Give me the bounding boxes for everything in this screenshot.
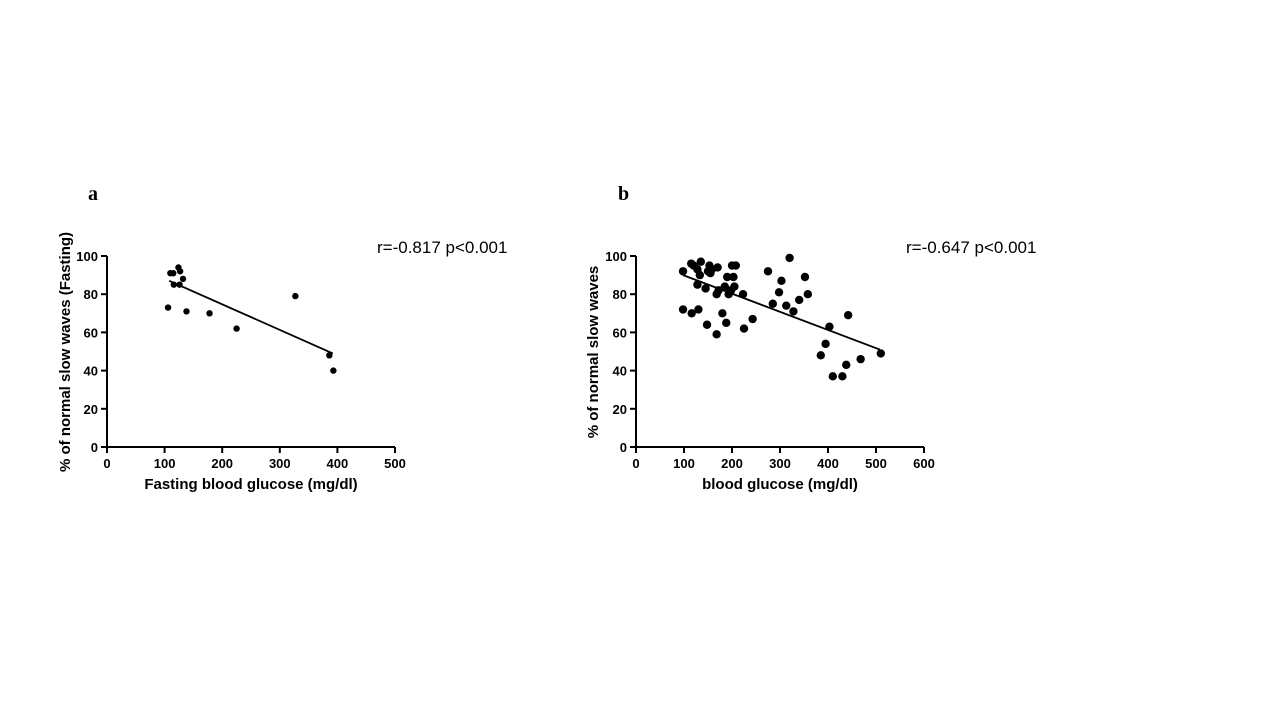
panel-b-data-point [789,307,798,316]
panel-b-ticks: 0 100 200 300 400 500 600 0 20 40 60 80 100 [605,249,935,471]
panel-a-trend [168,280,334,355]
panel-a-data-point [292,292,299,300]
panel-a-x-axis-title: Fasting blood glucose (mg/dl) [144,476,357,493]
panel-a-data-point [206,310,213,317]
panel-a-y-tick-label: 0 [91,440,98,455]
panel-a-x-tick-label: 200 [211,456,233,471]
panel-b-y-tick-label: 0 [620,440,627,455]
panel-b-data-point [828,372,837,381]
panel-b-data-point [694,305,703,314]
panel-b-data-point [713,263,722,272]
panel-b-y-tick-label: 60 [613,325,627,340]
panel-a-x-tick-label: 300 [269,456,291,471]
panel-a-data-point [330,367,337,374]
panel-a-data-point [183,308,190,315]
panel-b-y-axis-title: % of normal slow waves [585,266,602,439]
panel-b-data-point [825,322,834,331]
panel-b-points [678,253,885,381]
panel-b-x-axis-title: blood glucose (mg/dl) [702,476,858,493]
panel-b-data-point [729,272,738,282]
panel-b-data-point [678,305,688,314]
panel-b-data-point [782,301,791,310]
panel-a-data-point [170,281,178,288]
panel-b-data-point [876,349,885,358]
panel-b-data-point [720,282,729,291]
panel-b-data-point [712,330,721,339]
panel-a-x-tick-label: 100 [154,456,176,471]
panel-b-data-point [842,360,851,370]
panel-b-x-tick-label: 600 [913,456,935,471]
panel-b-data-point [777,276,786,286]
panel-a-axes [106,256,395,448]
panel-a-y-axis-title: % of normal slow waves (Fasting) [57,232,74,472]
panel-a-ticks: 0 100 200 300 400 500 0 20 40 60 80 100 [76,249,406,471]
panel-b-data-point [678,267,688,276]
panel-a-y-tick-label: 60 [84,325,98,340]
panel-b-data-point [856,354,865,364]
panel-a-y-tick-label: 20 [84,402,98,417]
panel-b-data-point [702,320,712,329]
panel-b-data-point [695,270,705,280]
panel-b-data-point [738,290,748,299]
panel-b-data-point [763,267,773,276]
panel-b-x-tick-label: 300 [769,456,791,471]
panel-b-correlation-annotation: r=-0.647 p<0.001 [906,238,1036,257]
panel-a-y-tick-label: 100 [76,249,98,264]
panel-a-data-point [164,304,172,311]
panel-a-y-tick-label: 80 [84,287,98,302]
panel-b-data-point [748,314,757,324]
panel-a-data-point [176,281,183,288]
panel-b-data-point [774,288,784,297]
panel-b-data-point [838,372,847,381]
panel-a-data-point [176,268,184,275]
panel-b-x-tick-label: 0 [632,456,639,471]
panel-b-data-point [722,318,731,328]
panel-a-data-point [326,352,333,359]
panel-a-correlation-annotation: r=-0.817 p<0.001 [377,238,507,257]
panel-b-data-point [739,324,749,333]
panel-b-data-point [731,261,741,270]
panel-b-data-point [785,253,794,263]
panel-a-x-tick-label: 400 [327,456,349,471]
panel-b-data-point [687,309,696,318]
panel-b-y-tick-label: 20 [613,402,627,417]
panel-b-data-point [803,290,813,299]
panel-a-x-tick-label: 500 [384,456,406,471]
panel-b-data-point [693,280,702,289]
panel-b-x-tick-label: 200 [721,456,743,471]
panel-b-x-tick-label: 500 [865,456,887,471]
panel-b-y-tick-label: 40 [613,364,627,379]
panel-b-data-point [816,351,825,360]
panel-a: a r=-0.817 p<0.001 Fasting blood glucose… [57,183,507,493]
panel-b-data-point [843,311,853,320]
panel-a-data-point [179,275,187,283]
panel-b-data-point [714,286,723,295]
panel-b-data-point [795,295,804,305]
panel-a-x-tick-label: 0 [103,456,110,471]
panel-b-data-point [730,282,739,291]
panel-b-data-point [723,272,732,282]
panel-a-points [164,264,337,374]
panel-b: b r=-0.647 p<0.001 blood glucose (mg/dl)… [585,183,1036,493]
panel-a-label: a [88,183,98,205]
panel-b-data-point [696,257,705,266]
panel-b-data-point [821,339,830,349]
panel-a-data-point [170,269,177,277]
panel-b-data-point [718,309,727,318]
panel-a-regression-line [168,280,334,355]
panel-b-x-tick-label: 400 [817,456,839,471]
panel-b-data-point [701,284,710,293]
panel-b-y-tick-label: 100 [605,249,627,264]
panel-b-data-point [800,272,810,282]
panel-b-label: b [618,183,629,205]
panel-b-y-tick-label: 80 [613,287,627,302]
panel-b-data-point [768,299,777,308]
panel-a-data-point [233,325,240,332]
panel-a-y-tick-label: 40 [84,364,98,379]
panel-b-x-tick-label: 100 [673,456,695,471]
